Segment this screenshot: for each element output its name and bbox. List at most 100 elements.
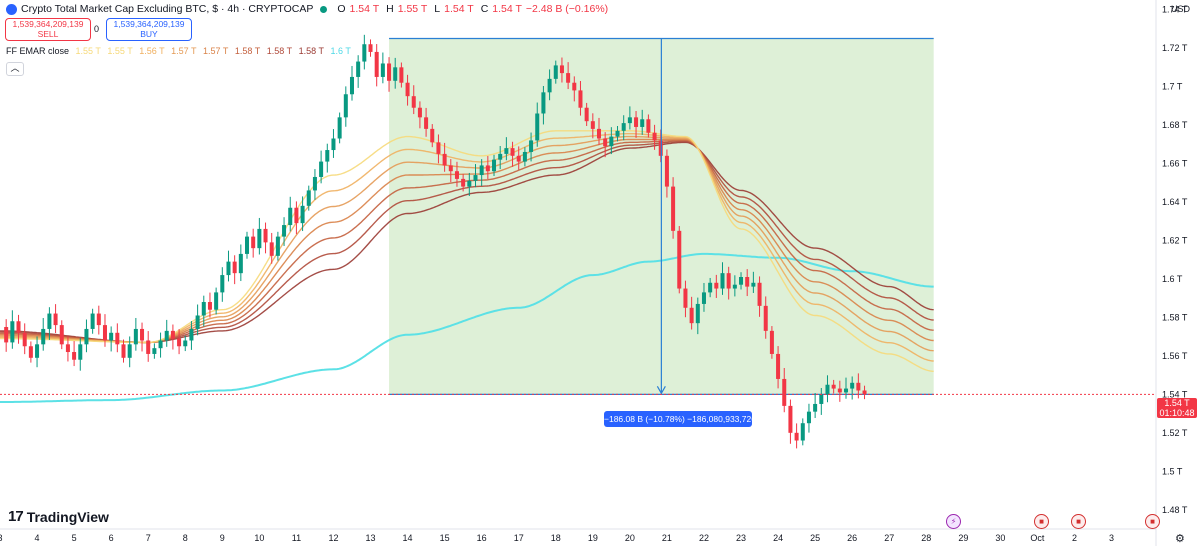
- candle: [751, 282, 756, 287]
- candle: [214, 292, 219, 310]
- candle: [516, 155, 521, 162]
- time-tick-label: 9: [220, 533, 225, 543]
- candle: [140, 328, 145, 341]
- measure-arrow-head: [656, 386, 666, 395]
- open-label: O: [337, 3, 346, 15]
- indicator-legend[interactable]: FF EMAR close 1.55 T 1.55 T 1.56 T 1.57 …: [6, 46, 355, 56]
- time-axis[interactable]: 3456789101112131415161718192021222324252…: [0, 533, 1114, 543]
- candle: [374, 51, 379, 77]
- us-flag-event-icon[interactable]: ■: [1034, 514, 1049, 529]
- candle: [220, 275, 225, 293]
- time-tick-label: 2: [1072, 533, 1077, 543]
- ema-ribbon-layer: [0, 130, 934, 372]
- candle: [288, 207, 293, 226]
- us-flag-event-icon[interactable]: ■: [1145, 514, 1160, 529]
- candle: [78, 344, 83, 360]
- candle: [782, 378, 787, 406]
- candle: [263, 228, 268, 243]
- low-value: 1.54 T: [444, 3, 474, 15]
- indicator-value: 1.6 T: [330, 46, 351, 56]
- candle: [72, 352, 77, 360]
- ema-ribbon-line: [0, 130, 934, 372]
- candle: [368, 44, 373, 52]
- candle: [59, 325, 64, 345]
- candle: [596, 128, 602, 139]
- candle: [417, 107, 422, 118]
- candle: [411, 96, 416, 108]
- ema-200-layer: [0, 252, 934, 403]
- us-flag-event-icon[interactable]: ■: [1071, 514, 1086, 529]
- high-value: 1.55 T: [397, 3, 428, 15]
- candle: [739, 277, 744, 285]
- candle: [634, 117, 639, 127]
- candle: [207, 302, 212, 310]
- candle: [720, 273, 725, 289]
- time-tick-label: 21: [662, 533, 672, 543]
- currency-label[interactable]: USD: [1170, 4, 1190, 14]
- candle: [794, 432, 799, 441]
- gear-icon[interactable]: ⚙: [1175, 533, 1185, 545]
- candle: [201, 302, 206, 316]
- time-tick-label: 13: [366, 533, 376, 543]
- candle: [399, 67, 404, 83]
- time-tick-label: 3: [0, 533, 3, 543]
- tradingview-logo[interactable]: 17 TradingView: [8, 508, 109, 525]
- candle: [362, 44, 367, 62]
- time-tick-label: 18: [551, 533, 561, 543]
- candle: [356, 61, 361, 77]
- price-tick-label: 1.58 T: [1162, 312, 1188, 322]
- candle: [800, 423, 805, 441]
- candle: [695, 303, 700, 324]
- candle: [121, 344, 126, 358]
- spread-value: 0: [94, 24, 100, 34]
- candle: [732, 284, 737, 289]
- indicator-value: 1.58 T: [234, 46, 261, 56]
- buy-button[interactable]: 1,539,364,209,139 BUY: [106, 18, 192, 41]
- close-value: 1.54 T: [492, 3, 522, 15]
- candle: [529, 140, 534, 152]
- candle: [473, 175, 478, 181]
- price-tick-label: 1.7 T: [1162, 82, 1183, 92]
- candle: [701, 292, 706, 304]
- flash-event-icon[interactable]: ⚡: [946, 514, 961, 529]
- candle: [16, 321, 21, 333]
- candle: [10, 321, 15, 343]
- tradingview-logo-icon: 17: [8, 508, 24, 525]
- time-tick-label: 10: [254, 533, 264, 543]
- price-axis[interactable]: 1.48 T 1.5 T 1.52 T 1.54 T 1.56 T 1.58 T 1.6 T…: [1162, 5, 1188, 515]
- candle: [28, 346, 33, 358]
- price-tick-label: 1.6 T: [1162, 274, 1183, 284]
- candle: [306, 190, 311, 206]
- indicator-value: 1.56 T: [139, 46, 165, 56]
- candle: [683, 288, 688, 308]
- sell-button[interactable]: 1,539,364,209,139 SELL: [5, 18, 91, 41]
- candle: [553, 65, 558, 79]
- chart-title[interactable]: Crypto Total Market Cap Excluding BTC, $…: [21, 3, 314, 15]
- price-tick-label: 1.62 T: [1162, 235, 1188, 245]
- candle: [349, 76, 354, 95]
- symbol-icon: [6, 3, 17, 15]
- candle: [547, 78, 552, 93]
- candle: [615, 130, 620, 137]
- candle: [609, 136, 614, 147]
- candle: [269, 242, 274, 256]
- time-tick-label: 23: [736, 533, 746, 543]
- candle: [813, 403, 818, 412]
- candle: [541, 92, 546, 114]
- low-label: L: [434, 3, 441, 15]
- candle: [763, 305, 768, 331]
- candle: [251, 236, 256, 249]
- candle: [331, 138, 336, 151]
- collapse-legend-icon[interactable]: ︿: [6, 62, 24, 76]
- candle: [133, 328, 138, 345]
- candle: [806, 411, 811, 424]
- last-price-value: 1.54 T: [1164, 398, 1190, 408]
- candle: [257, 228, 262, 249]
- candle: [84, 328, 89, 345]
- candle: [164, 330, 169, 341]
- time-tick-label: Oct: [1030, 533, 1045, 543]
- sell-label: SELL: [37, 29, 59, 39]
- candle: [245, 236, 250, 254]
- time-tick-label: 22: [699, 533, 709, 543]
